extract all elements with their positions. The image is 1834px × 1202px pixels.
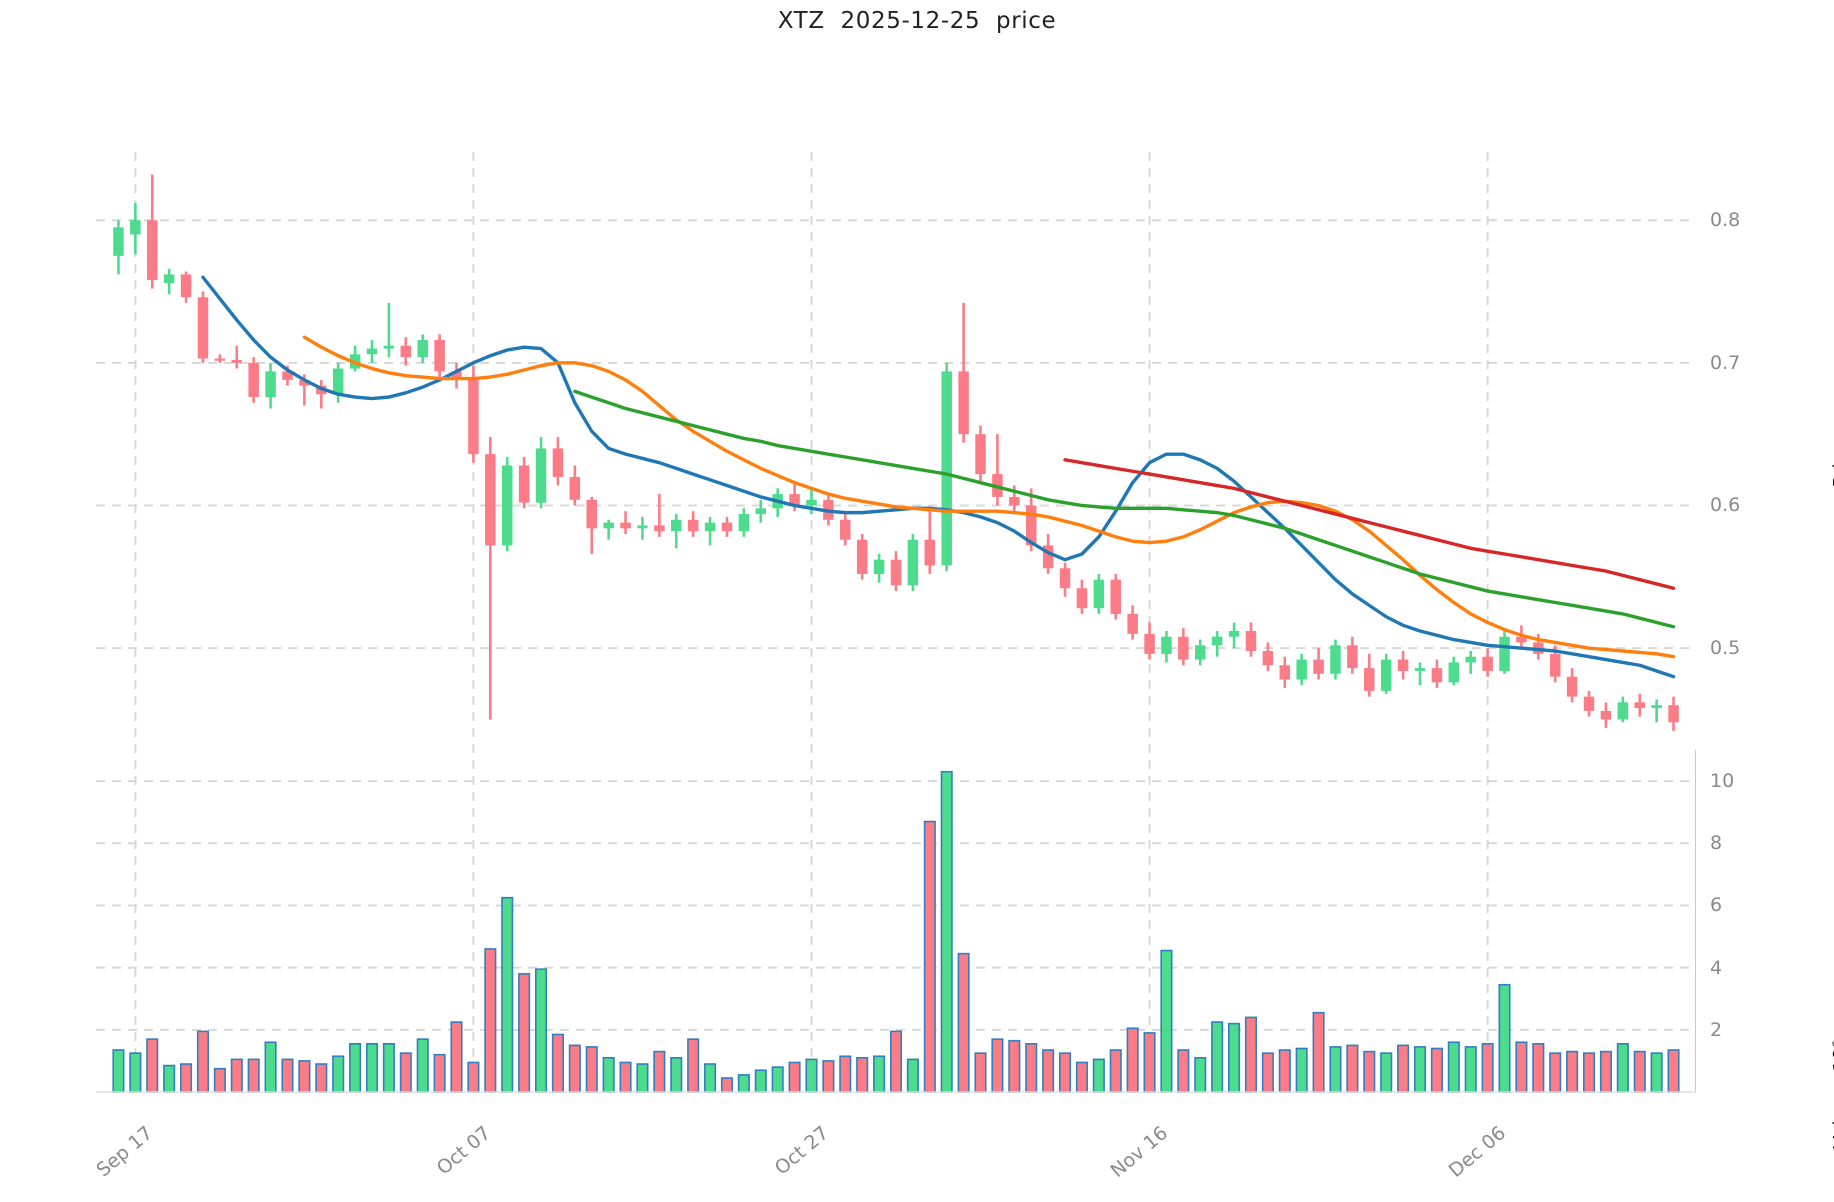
x-tick-label: Nov 16 xyxy=(1105,1122,1172,1183)
volume-tick-label: 4 xyxy=(1710,956,1723,979)
price-tick-label: 0.6 xyxy=(1710,494,1741,517)
volume-tick-label: 6 xyxy=(1710,894,1723,917)
price-tick-label: 0.5 xyxy=(1710,637,1741,660)
volume-tick-label: 10 xyxy=(1710,770,1735,793)
ma-line-ma_xlong xyxy=(1063,458,1676,590)
x-tick-label: Sep 17 xyxy=(92,1122,158,1182)
volume-gridlines xyxy=(96,780,1696,1031)
price-tick-label: 0.7 xyxy=(1710,351,1741,374)
price-axis-title: Price xyxy=(1829,441,1834,488)
plot-area xyxy=(96,152,1696,1112)
page-title: XTZ 2025-12-25 price xyxy=(777,8,1057,34)
price-tick-label: 0.8 xyxy=(1710,209,1741,232)
x-tick-label: Dec 06 xyxy=(1444,1122,1510,1182)
ma-line-ma_long xyxy=(573,389,1676,629)
ma-line-ma_mid xyxy=(302,335,1676,659)
x-tick-label: Oct 07 xyxy=(433,1122,496,1180)
vertical-gridlines xyxy=(134,152,1489,1092)
chart-canvas xyxy=(96,152,1696,1093)
volume-tick-label: 8 xyxy=(1710,832,1723,855)
x-tick-label: Oct 27 xyxy=(771,1122,834,1180)
volume-axis-title: Volume 10⁶ xyxy=(1829,1040,1834,1149)
candlestick-series xyxy=(113,174,1679,731)
moving-average-lines xyxy=(201,275,1676,679)
volume-tick-label: 2 xyxy=(1710,1018,1723,1041)
axis-spines xyxy=(96,750,1696,1093)
volume-bar-series xyxy=(112,770,1680,1093)
